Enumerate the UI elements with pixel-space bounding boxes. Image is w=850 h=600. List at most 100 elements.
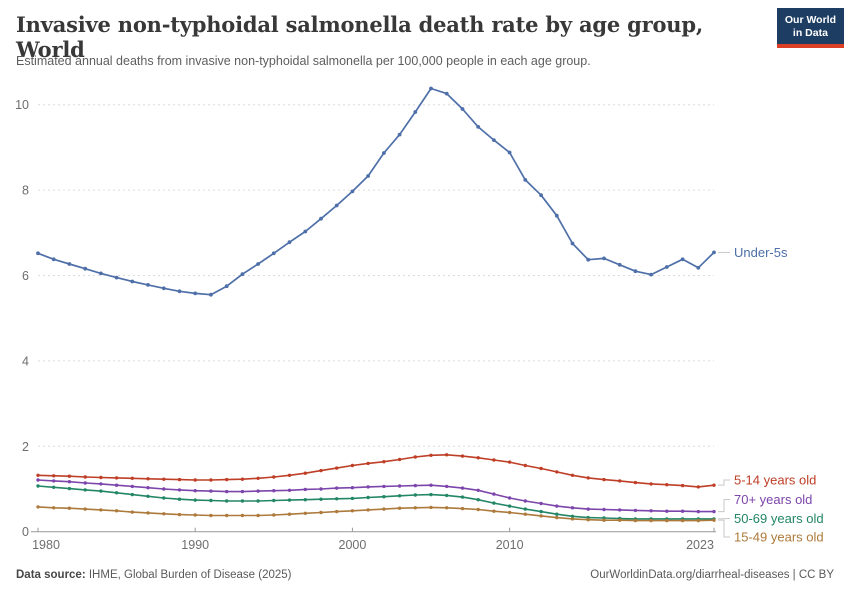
data-point	[602, 518, 606, 522]
data-point	[507, 510, 512, 515]
data-point	[680, 518, 685, 523]
data-point	[319, 510, 323, 515]
data-point	[633, 269, 638, 274]
data-point	[523, 463, 527, 468]
data-source: Data source: IHME, Global Burden of Dise…	[16, 569, 292, 581]
series-end-label-5-14-years-old: 5-14 years old	[734, 473, 816, 488]
data-point	[240, 499, 245, 503]
data-point	[83, 481, 87, 485]
data-point	[492, 501, 496, 505]
data-point	[397, 484, 402, 488]
data-point	[366, 485, 370, 489]
data-point	[130, 476, 134, 480]
data-point	[680, 509, 685, 513]
data-point	[445, 493, 449, 498]
owid-logo: Our World in Data	[776, 8, 844, 49]
data-point	[162, 496, 166, 500]
data-point	[555, 504, 559, 508]
data-point	[114, 509, 119, 513]
data-point	[114, 275, 119, 280]
data-point	[602, 507, 606, 512]
data-point	[209, 513, 213, 518]
series-end-label-under-5s: Under-5s	[734, 245, 788, 260]
data-point	[382, 507, 386, 511]
data-point	[193, 498, 197, 502]
data-point	[209, 489, 213, 493]
data-point	[366, 508, 370, 512]
data-point	[319, 487, 323, 491]
data-point	[397, 132, 402, 137]
gridlines: 0 2 4 6 8 10	[15, 98, 714, 539]
data-point	[602, 477, 606, 482]
data-point	[114, 483, 119, 487]
data-point	[460, 454, 465, 458]
data-point	[177, 497, 182, 501]
data-point	[397, 506, 402, 510]
data-point	[476, 498, 480, 502]
data-point	[193, 489, 197, 493]
data-point	[303, 471, 307, 475]
data-point	[67, 486, 72, 491]
data-point	[52, 479, 56, 483]
x-axis: 1980 1990 2000 2010 2023	[31, 527, 716, 552]
data-point	[413, 506, 417, 510]
series-5-14-years-old: 5-14 years old	[36, 453, 816, 489]
data-point	[523, 512, 527, 516]
x-tick-label: 2023	[686, 538, 714, 552]
data-point	[130, 510, 134, 514]
data-point	[177, 488, 182, 492]
data-point	[649, 482, 653, 486]
data-point	[303, 229, 308, 234]
data-point	[680, 257, 685, 262]
y-tick-label: 0	[22, 525, 29, 539]
data-point	[256, 489, 260, 493]
data-point	[303, 511, 307, 515]
data-point	[429, 483, 433, 487]
data-point	[633, 518, 638, 523]
data-point	[177, 512, 182, 517]
page-title: Invasive non-typhoidal salmonella death …	[16, 12, 703, 62]
series-line	[37, 479, 714, 513]
data-point	[224, 284, 229, 289]
data-point	[492, 509, 496, 513]
data-point	[539, 193, 543, 198]
data-point	[696, 485, 700, 489]
label-connector	[718, 479, 730, 486]
x-tick-label: 1990	[181, 538, 209, 552]
data-point	[633, 508, 638, 513]
data-point	[413, 110, 418, 114]
data-point	[476, 507, 480, 512]
data-point	[712, 483, 716, 487]
data-point	[303, 498, 307, 502]
data-point	[712, 518, 716, 522]
data-point	[476, 456, 480, 460]
data-point	[382, 484, 386, 489]
data-point	[319, 497, 323, 501]
data-point	[240, 513, 245, 518]
data-point	[712, 250, 716, 255]
data-point	[146, 283, 150, 287]
data-source-text: IHME, Global Burden of Disease (2025)	[85, 569, 292, 581]
data-point	[209, 478, 213, 482]
data-point	[256, 476, 260, 480]
data-point	[429, 492, 433, 497]
data-point	[680, 483, 685, 488]
credit-link[interactable]: OurWorldinData.org/diarrheal-diseases | …	[590, 569, 834, 581]
data-point	[586, 518, 590, 522]
y-tick-label: 2	[22, 440, 29, 454]
data-point	[696, 518, 700, 523]
data-point	[287, 512, 292, 516]
data-point	[36, 505, 40, 509]
data-point	[130, 484, 134, 489]
data-point	[350, 486, 355, 490]
data-point	[413, 455, 417, 459]
series-end-label-15-49-years-old: 15-49 years old	[734, 530, 824, 545]
data-point	[664, 265, 669, 269]
y-tick-label: 6	[22, 269, 29, 283]
data-point	[52, 485, 56, 489]
data-point	[570, 517, 575, 521]
data-point	[335, 497, 339, 501]
data-point	[382, 460, 386, 464]
data-point	[444, 91, 449, 96]
